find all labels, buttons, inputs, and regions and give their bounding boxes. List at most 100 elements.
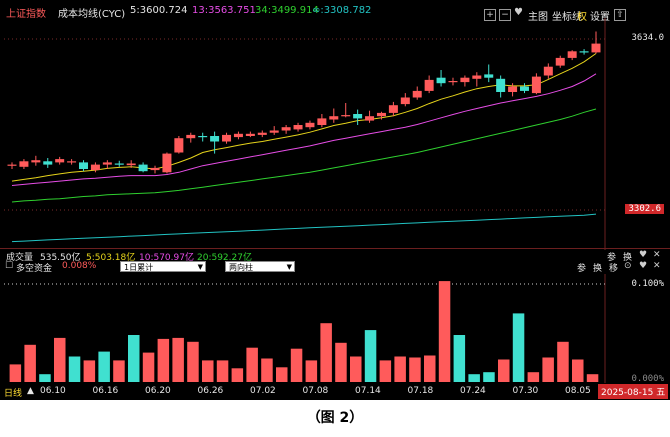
volume-fav-icon[interactable]: ♥ (639, 250, 648, 260)
rights-button[interactable]: 权 (577, 12, 587, 23)
candle-body (79, 162, 89, 169)
volume-switch-button[interactable]: 换 (623, 253, 633, 263)
candle-body (293, 125, 303, 130)
period-select[interactable]: 1日累计 ▼ (120, 261, 206, 272)
funds-params-button[interactable]: 参 (577, 264, 587, 274)
candle (579, 49, 589, 55)
candle (531, 73, 541, 95)
period-label[interactable]: 日线 (4, 389, 23, 399)
volume-params-button[interactable]: 参 (607, 253, 617, 263)
funds-bar (54, 337, 66, 382)
moving-averages (11, 53, 597, 243)
candle (257, 130, 267, 138)
index-name[interactable]: 上证指数 (6, 9, 46, 20)
chart-header: 上证指数 成本均线(CYC) 5:3600.724 13:3563.751 34… (0, 5, 670, 21)
candle-body (210, 136, 220, 142)
volume-close-icon[interactable]: ✕ (653, 250, 661, 260)
candle (55, 156, 65, 165)
add-icon[interactable]: + (484, 9, 496, 21)
candle-body (388, 105, 398, 113)
candle (138, 162, 148, 173)
candle-body (222, 134, 232, 142)
candle (555, 55, 565, 68)
funds-bar (187, 341, 199, 382)
candle-body (233, 133, 243, 138)
candle-body (329, 116, 339, 120)
funds-bar-chart[interactable] (0, 274, 670, 384)
funds-bar (261, 358, 273, 382)
funds-move-button[interactable]: 移 (609, 264, 619, 274)
funds-bar (276, 367, 288, 382)
candle-body (162, 153, 172, 173)
candle-body (150, 167, 160, 171)
candle (186, 132, 196, 143)
direction-select[interactable]: 两向柱 ▼ (225, 261, 295, 272)
candle (150, 165, 160, 174)
funds-bar (39, 374, 51, 382)
candles (7, 31, 601, 174)
candle-body (43, 161, 53, 165)
candle (198, 132, 208, 142)
indicator-name[interactable]: 成本均线(CYC) (58, 9, 126, 20)
candle (19, 159, 29, 169)
candle (365, 110, 375, 123)
funds-checkbox-icon[interactable]: ☐ (5, 261, 14, 271)
chevron-down-icon: ▼ (197, 263, 203, 271)
funds-bars (9, 281, 599, 382)
candle-body (102, 162, 112, 165)
funds-bar (542, 357, 554, 382)
candle (7, 162, 17, 169)
candle-body (353, 114, 363, 119)
minus-icon[interactable]: − (499, 9, 511, 21)
candle (162, 152, 172, 174)
favorite-icon[interactable]: ♥ (514, 7, 523, 18)
candle-body (245, 133, 255, 136)
date-tick-label: 06.20 (145, 386, 171, 396)
candle-body (126, 163, 136, 166)
funds-row: ☐ 多空资金 0.008% 参 换 移 ⊙ ♥ ✕ (0, 260, 670, 274)
candle (412, 86, 422, 100)
funds-bar (216, 360, 229, 382)
current-weekday: 五 (656, 388, 666, 398)
candle-body (55, 159, 65, 163)
candle-body (484, 74, 494, 78)
candle (591, 31, 601, 54)
volume-label[interactable]: 成交量 (6, 253, 34, 263)
funds-bar (305, 360, 318, 382)
funds-label[interactable]: 多空资金 (16, 264, 53, 274)
funds-switch-button[interactable]: 换 (593, 264, 603, 274)
price-label-top: 3634.0 (631, 33, 664, 43)
price-chart[interactable] (0, 18, 670, 250)
candle-body (519, 86, 529, 91)
axis-lines-button[interactable]: 坐标线 (552, 12, 582, 23)
funds-bar (364, 330, 377, 382)
candle (400, 93, 410, 107)
candle-body (424, 79, 434, 91)
settings-button[interactable]: 设置 (590, 12, 610, 23)
candle-body (67, 161, 77, 163)
ma-line-13 (11, 73, 597, 186)
candle (329, 108, 339, 123)
candle (543, 63, 553, 79)
candle-body (531, 76, 541, 94)
candle (269, 126, 279, 135)
candle-body (591, 43, 601, 53)
funds-fav-icon[interactable]: ♥ (639, 261, 648, 271)
funds-close-icon[interactable]: ✕ (653, 261, 661, 271)
date-axis: 日线 ▲ 06.10 06.16 06.20 06.26 07.02 07.08 07.14… (0, 383, 670, 400)
stock-terminal: 上证指数 成本均线(CYC) 5:3600.724 13:3563.751 34… (0, 0, 670, 400)
funds-bar (246, 347, 258, 382)
candle (281, 125, 291, 134)
main-chart-button[interactable]: 主图 (528, 12, 548, 23)
candle-body (567, 51, 577, 58)
candle-body (448, 81, 458, 83)
candle-body (138, 164, 148, 172)
candle (496, 75, 506, 98)
funds-bar (128, 335, 140, 382)
candle-body (19, 161, 29, 167)
zoom-icon[interactable]: ⊙ (624, 261, 632, 271)
funds-bar (409, 357, 421, 382)
expand-icon[interactable]: ⇧ (614, 9, 626, 21)
candle (233, 131, 243, 140)
candle (353, 109, 363, 125)
